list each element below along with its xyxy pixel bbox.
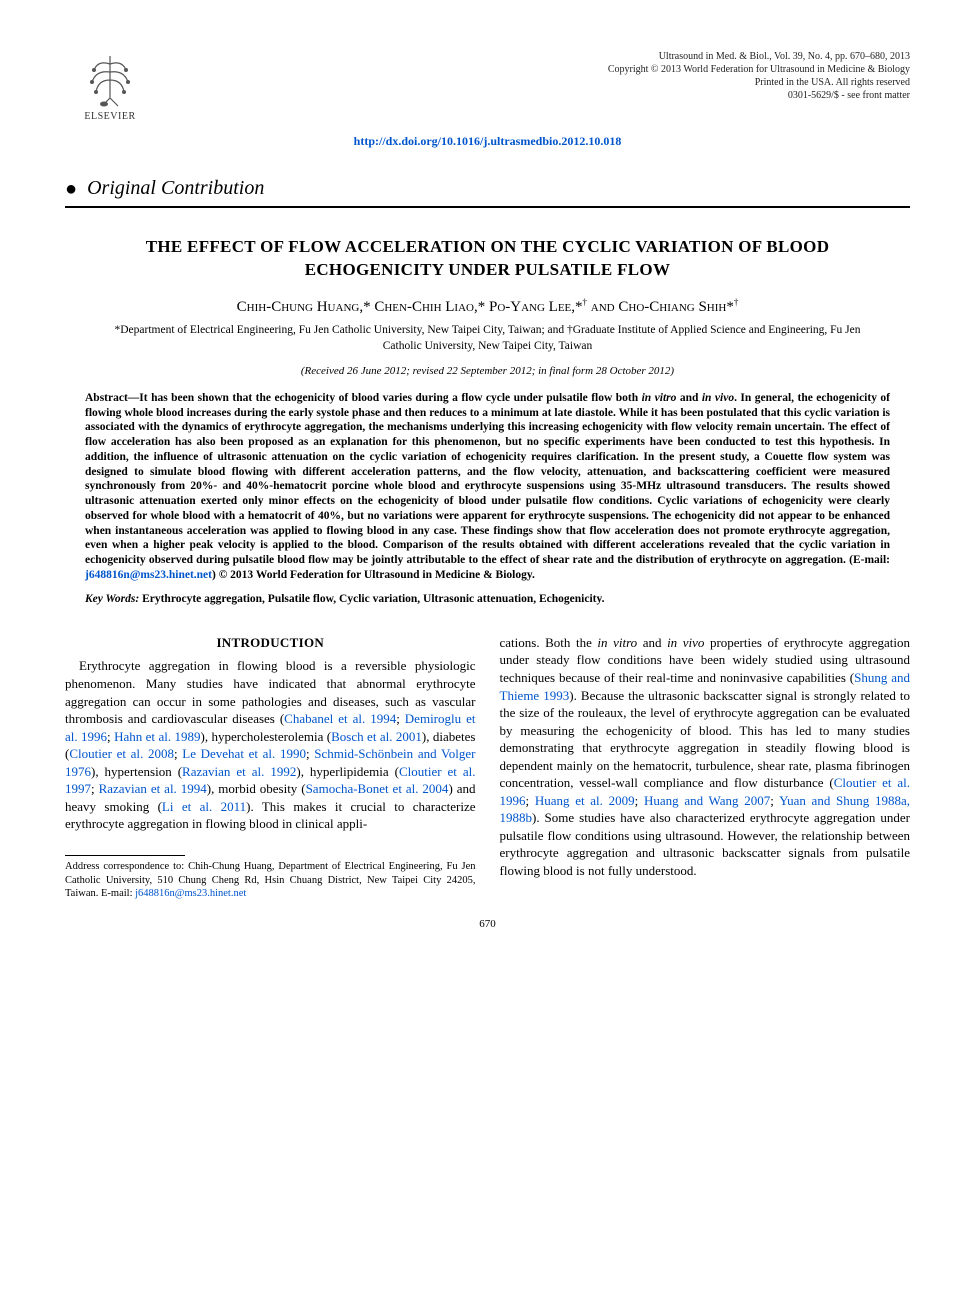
citation-link[interactable]: Samocha-Bonet et al. 2004 (306, 781, 449, 796)
t: in vivo (667, 635, 704, 650)
citation-link[interactable]: Li et al. 2011 (162, 799, 246, 814)
body-columns: INTRODUCTION Erythrocyte aggregation in … (65, 634, 910, 901)
t: ; (635, 793, 644, 808)
abstract-copyright: © 2013 World Federation for Ultrasound i… (216, 569, 535, 581)
article-title: THE EFFECT OF FLOW ACCELERATION ON THE C… (95, 236, 880, 282)
abs-email-open: (E-mail: (849, 554, 890, 566)
t: ), hypercholesterolemia ( (201, 729, 332, 744)
meta-line: Printed in the USA. All rights reserved (608, 76, 910, 89)
citation-link[interactable]: Bosch et al. 2001 (331, 729, 422, 744)
dates-text: (Received 26 June 2012; revised 22 Septe… (301, 365, 674, 377)
left-column: INTRODUCTION Erythrocyte aggregation in … (65, 634, 476, 901)
page-number: 670 (65, 917, 910, 932)
abstract-email-link[interactable]: j648816n@ms23.hinet.net (85, 569, 212, 581)
author: Chih-Chung Huang, (237, 299, 363, 315)
citation-link[interactable]: Huang and Wang 2007 (644, 793, 770, 808)
author: Chen-Chih Liao, (374, 299, 477, 315)
t: ; (174, 746, 182, 761)
right-column: cations. Both the in vitro and in vivo p… (500, 634, 911, 901)
publisher-name: ELSEVIER (84, 110, 135, 124)
t: ), hypertension ( (91, 764, 182, 779)
citation-link[interactable]: Razavian et al. 1992 (182, 764, 296, 779)
t: ; (526, 793, 535, 808)
footnote-email-link[interactable]: j648816n@ms23.hinet.net (135, 888, 246, 899)
affiliations: *Department of Electrical Engineering, F… (105, 323, 870, 354)
header: ELSEVIER Ultrasound in Med. & Biol., Vol… (65, 50, 910, 124)
t: ). Some studies have also characterized … (500, 810, 911, 878)
doi-link[interactable]: http://dx.doi.org/10.1016/j.ultrasmedbio… (354, 134, 622, 148)
t: ; (306, 746, 314, 761)
meta-line: 0301-5629/$ - see front matter (608, 89, 910, 102)
section-label-row: ● Original Contribution (65, 175, 910, 202)
t: ; (396, 711, 405, 726)
t: in vitro (597, 635, 637, 650)
t: ), morbid obesity ( (207, 781, 306, 796)
meta-line: Copyright © 2013 World Federation for Ul… (608, 63, 910, 76)
abstract-label: Abstract— (85, 392, 139, 404)
author: Cho-Chiang Shih (618, 299, 726, 315)
keywords-text: Erythrocyte aggregation, Pulsatile flow,… (142, 593, 604, 605)
citation-link[interactable]: Chabanel et al. 1994 (284, 711, 396, 726)
t: ), hyperlipidemia ( (296, 764, 399, 779)
abstract-body: It has been shown that the echogenicity … (85, 392, 890, 581)
article-dates: (Received 26 June 2012; revised 22 Septe… (65, 364, 910, 379)
author: Po-Yang Lee, (489, 299, 575, 315)
publisher-logo: ELSEVIER (65, 50, 155, 124)
intro-paragraph-cont: cations. Both the in vitro and in vivo p… (500, 634, 911, 880)
footnote-rule (65, 855, 185, 856)
t: ; (770, 793, 779, 808)
doi-row: http://dx.doi.org/10.1016/j.ultrasmedbio… (65, 132, 910, 150)
intro-heading: INTRODUCTION (65, 634, 476, 652)
abstract: Abstract—It has been shown that the echo… (85, 391, 890, 582)
keywords-label: Key Words: (85, 593, 142, 605)
citation-link[interactable]: Hahn et al. 1989 (114, 729, 200, 744)
journal-meta: Ultrasound in Med. & Biol., Vol. 39, No.… (608, 50, 910, 102)
section-label: Original Contribution (87, 175, 264, 202)
authors: Chih-Chung Huang,* Chen-Chih Liao,* Po-Y… (65, 296, 910, 317)
meta-line: Ultrasound in Med. & Biol., Vol. 39, No.… (608, 50, 910, 63)
elsevier-tree-icon (84, 50, 136, 108)
citation-link[interactable]: Le Devehat et al. 1990 (182, 746, 306, 761)
divider (65, 206, 910, 208)
footnote-text: Address correspondence to: Chih-Chung Hu… (65, 861, 476, 899)
keywords: Key Words: Erythrocyte aggregation, Puls… (85, 592, 890, 608)
t: cations. Both the (500, 635, 598, 650)
citation-link[interactable]: Cloutier et al. 2008 (69, 746, 174, 761)
intro-paragraph: Erythrocyte aggregation in flowing blood… (65, 657, 476, 832)
t: and (637, 635, 667, 650)
citation-link[interactable]: Razavian et al. 1994 (99, 781, 207, 796)
bullet-icon: ● (65, 179, 77, 199)
citation-link[interactable]: Huang et al. 2009 (535, 793, 635, 808)
t: ; (91, 781, 99, 796)
correspondence-footnote: Address correspondence to: Chih-Chung Hu… (65, 860, 476, 901)
